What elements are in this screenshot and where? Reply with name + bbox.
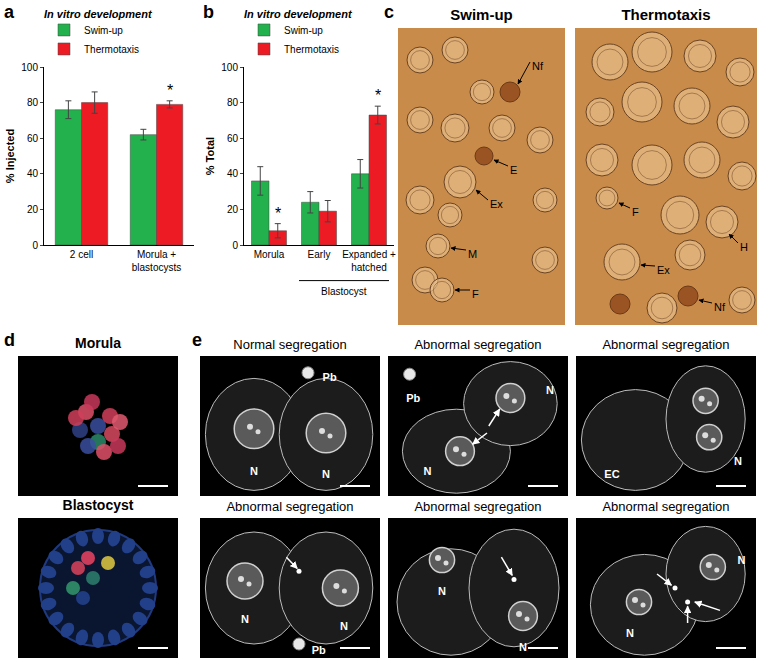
svg-text:20: 20 <box>27 204 39 215</box>
svg-text:Expanded +hatched: Expanded +hatched <box>342 249 396 273</box>
svg-text:Swim-up: Swim-up <box>450 6 513 23</box>
svg-text:N: N <box>241 613 249 625</box>
svg-text:Swim-up: Swim-up <box>284 25 323 36</box>
svg-text:E: E <box>510 164 517 176</box>
svg-text:Abnormal segregation: Abnormal segregation <box>414 499 541 514</box>
svg-text:Ex: Ex <box>657 264 670 276</box>
svg-text:Normal segregation: Normal segregation <box>233 337 346 352</box>
svg-text:Blastocyst: Blastocyst <box>321 286 367 297</box>
svg-text:N: N <box>626 627 634 639</box>
svg-text:Morula: Morula <box>254 249 285 260</box>
svg-text:Morula +blastocysts: Morula +blastocysts <box>132 249 181 273</box>
svg-text:Early: Early <box>308 249 331 260</box>
svg-text:Nf: Nf <box>714 301 726 313</box>
svg-text:N: N <box>519 641 527 653</box>
svg-text:F: F <box>632 206 639 218</box>
svg-text:F: F <box>472 288 479 300</box>
svg-text:Thermotaxis: Thermotaxis <box>621 6 710 23</box>
svg-text:Abnormal segregation: Abnormal segregation <box>414 337 541 352</box>
svg-text:20: 20 <box>227 204 239 215</box>
svg-text:Thermotaxis: Thermotaxis <box>284 44 339 55</box>
svg-text:40: 40 <box>27 168 39 179</box>
svg-text:N: N <box>322 468 330 480</box>
svg-text:60: 60 <box>27 133 39 144</box>
svg-text:% Injected: % Injected <box>4 129 16 183</box>
svg-text:e: e <box>192 330 202 350</box>
svg-text:*: * <box>167 82 173 99</box>
svg-text:Abnormal segregation: Abnormal segregation <box>602 499 729 514</box>
svg-text:In vitro development: In vitro development <box>244 8 353 20</box>
svg-text:N: N <box>738 554 746 566</box>
svg-text:EC: EC <box>604 468 619 480</box>
svg-text:N: N <box>250 465 258 477</box>
svg-text:N: N <box>546 384 554 396</box>
svg-text:*: * <box>275 205 281 222</box>
svg-text:Abnormal segregation: Abnormal segregation <box>602 337 729 352</box>
svg-text:c: c <box>384 2 394 22</box>
svg-text:2 cell: 2 cell <box>70 249 93 260</box>
svg-text:Pb: Pb <box>323 371 337 383</box>
svg-text:60: 60 <box>227 133 239 144</box>
svg-text:b: b <box>203 2 214 22</box>
svg-text:Nf: Nf <box>532 60 544 72</box>
svg-text:Swim-up: Swim-up <box>84 25 123 36</box>
svg-text:N: N <box>734 455 742 467</box>
svg-text:Ex: Ex <box>490 198 503 210</box>
svg-text:40: 40 <box>227 168 239 179</box>
svg-text:M: M <box>468 248 477 260</box>
svg-text:*: * <box>375 87 381 104</box>
svg-text:Blastocyst: Blastocyst <box>63 497 134 513</box>
svg-text:Pb: Pb <box>406 392 420 404</box>
svg-text:N: N <box>438 585 446 597</box>
svg-text:100: 100 <box>21 62 38 73</box>
svg-text:N: N <box>424 465 432 477</box>
svg-text:% Total: % Total <box>204 137 216 175</box>
svg-text:N: N <box>340 620 348 632</box>
svg-text:Pb: Pb <box>312 644 326 656</box>
svg-text:d: d <box>4 330 15 350</box>
svg-text:80: 80 <box>227 97 239 108</box>
svg-text:100: 100 <box>221 62 238 73</box>
svg-text:Abnormal segregation: Abnormal segregation <box>226 499 353 514</box>
svg-text:a: a <box>4 2 15 22</box>
svg-text:80: 80 <box>27 97 39 108</box>
svg-text:Morula: Morula <box>75 335 121 351</box>
svg-text:0: 0 <box>232 240 238 251</box>
svg-text:Thermotaxis: Thermotaxis <box>84 44 139 55</box>
svg-text:0: 0 <box>32 240 38 251</box>
svg-text:H: H <box>740 241 748 253</box>
svg-text:In vitro development: In vitro development <box>44 8 153 20</box>
